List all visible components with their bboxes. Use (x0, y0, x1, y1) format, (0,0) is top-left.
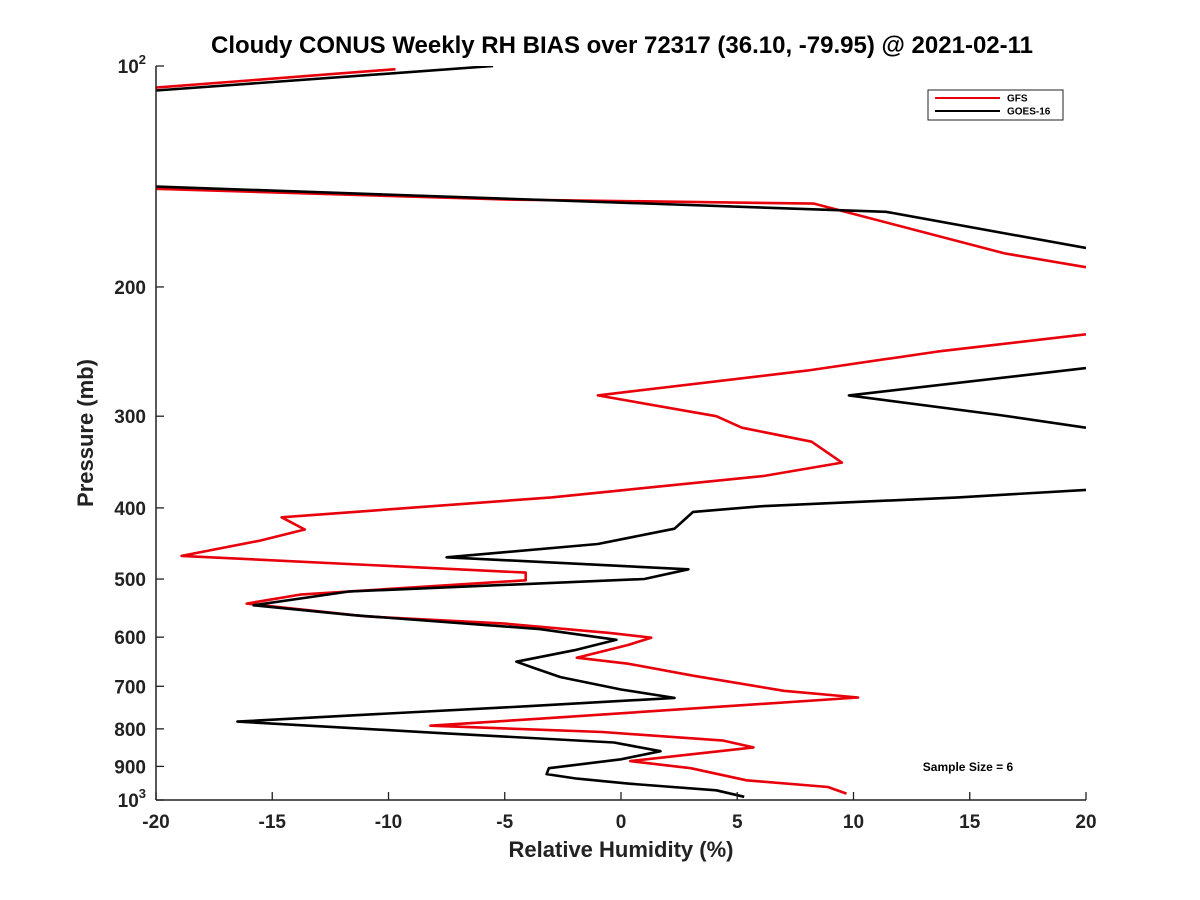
x-axis-label: Relative Humidity (%) (509, 837, 734, 862)
y-tick-label: 400 (114, 499, 146, 520)
series-line-gfs-1 (180, 333, 1086, 795)
series-lines (156, 66, 1086, 799)
series-line-gfs-3 (156, 67, 396, 89)
legend-label-goes16: GOES-16 (1007, 107, 1051, 118)
y-axis-label: Pressure (mb) (73, 359, 98, 507)
x-tick-label: -10 (375, 812, 402, 833)
legend-box (927, 89, 1064, 121)
y-tick-label: 600 (114, 628, 146, 649)
x-tick-label: 5 (732, 812, 743, 833)
series-line-gfs-2 (156, 187, 1086, 269)
x-tick-label: 20 (1075, 812, 1096, 833)
y-tick-label: 800 (114, 720, 146, 741)
y-ticks: 102 200 300 400 500 600 700 800 900 103 (114, 52, 164, 812)
x-tick-label: -15 (259, 812, 287, 833)
y-tick-label: 700 (114, 677, 146, 698)
y-tick-label: 102 (118, 52, 146, 78)
x-tick-label: -20 (142, 812, 169, 833)
chart-title: Cloudy CONUS Weekly RH BIAS over 72317 (… (211, 32, 1033, 59)
x-tick-label: -5 (496, 812, 513, 833)
y-tick-label: 103 (118, 786, 146, 812)
legend-label-gfs: GFS (1007, 94, 1028, 105)
sample-size-annotation: Sample Size = 6 (923, 760, 1014, 774)
series-line-goes16-4 (156, 66, 494, 92)
legend: GFS GOES-16 (927, 89, 1064, 121)
x-ticks: -20 -15 -10 -5 0 5 10 15 20 (142, 792, 1097, 833)
series-line-goes16-1 (236, 488, 1086, 799)
x-tick-label: 0 (616, 812, 627, 833)
series-line-goes16-3 (156, 185, 1086, 250)
series-line-goes16-2 (847, 366, 1086, 429)
y-tick-label: 300 (114, 407, 146, 428)
x-tick-label: 15 (959, 812, 981, 833)
y-tick-label: 900 (114, 757, 146, 778)
x-tick-label: 10 (843, 812, 864, 833)
y-tick-label: 200 (114, 278, 146, 299)
y-tick-label: 500 (114, 570, 146, 591)
